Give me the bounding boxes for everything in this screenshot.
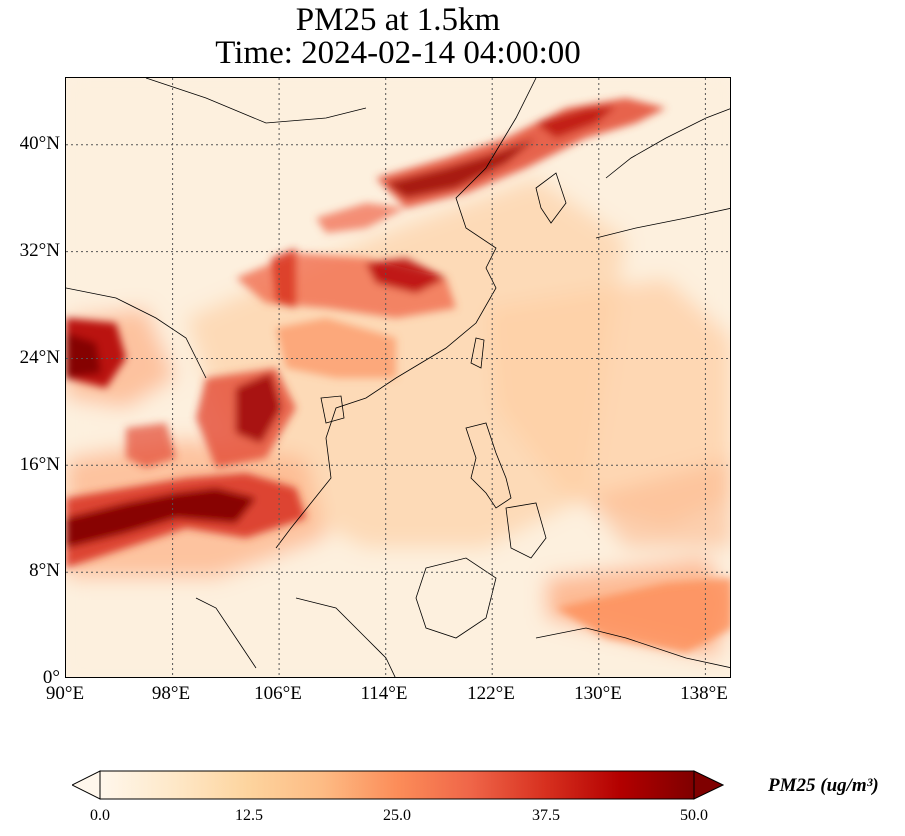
lat-tick-label: 8°N: [29, 560, 60, 581]
lon-tick-label: 114°E: [360, 683, 408, 704]
colorbar: [70, 770, 725, 805]
coastlines: [66, 78, 730, 677]
colorbar-extend-min: [70, 770, 101, 800]
lat-tick-label: 32°N: [19, 240, 60, 261]
title-line-1: PM25 at 1.5km: [295, 2, 501, 38]
colorbar-tick-label: 50.0: [680, 807, 708, 824]
lat-tick-label: 40°N: [19, 133, 60, 154]
title-line-2: Time: 2024-02-14 04:00:00: [215, 35, 581, 71]
lon-tick-label: 98°E: [151, 683, 191, 704]
map-title: PM25 at 1.5km Time: 2024-02-14 04:00:00: [65, 4, 731, 70]
colorbar-extend-max: [693, 770, 725, 800]
lon-tick-label: 106°E: [254, 683, 302, 704]
lat-tick-label: 16°N: [19, 454, 60, 475]
pm25-field-background: [66, 78, 730, 677]
lon-tick-label: 90°E: [45, 683, 85, 704]
lat-tick-label: 0°: [42, 667, 60, 688]
lon-tick-label: 130°E: [574, 683, 622, 704]
map-panel: [65, 77, 731, 678]
colorbar-tick-label: 37.5: [532, 807, 560, 824]
colorbar-tick-label: 12.5: [235, 807, 263, 824]
colorbar-graphic: [70, 770, 725, 800]
pm25-plumes: [66, 98, 730, 653]
colorbar-gradient: [99, 770, 695, 800]
lat-tick-label: 24°N: [19, 347, 60, 368]
colorbar-tick-label: 0.0: [90, 807, 110, 824]
colorbar-tick-label: 25.0: [383, 807, 411, 824]
pm25-map-canvas: [66, 78, 730, 677]
colorbar-label: PM25 (ug/m³): [768, 775, 879, 796]
lon-tick-label: 122°E: [467, 683, 515, 704]
graticule: [66, 78, 730, 677]
lon-tick-label: 138°E: [680, 683, 728, 704]
